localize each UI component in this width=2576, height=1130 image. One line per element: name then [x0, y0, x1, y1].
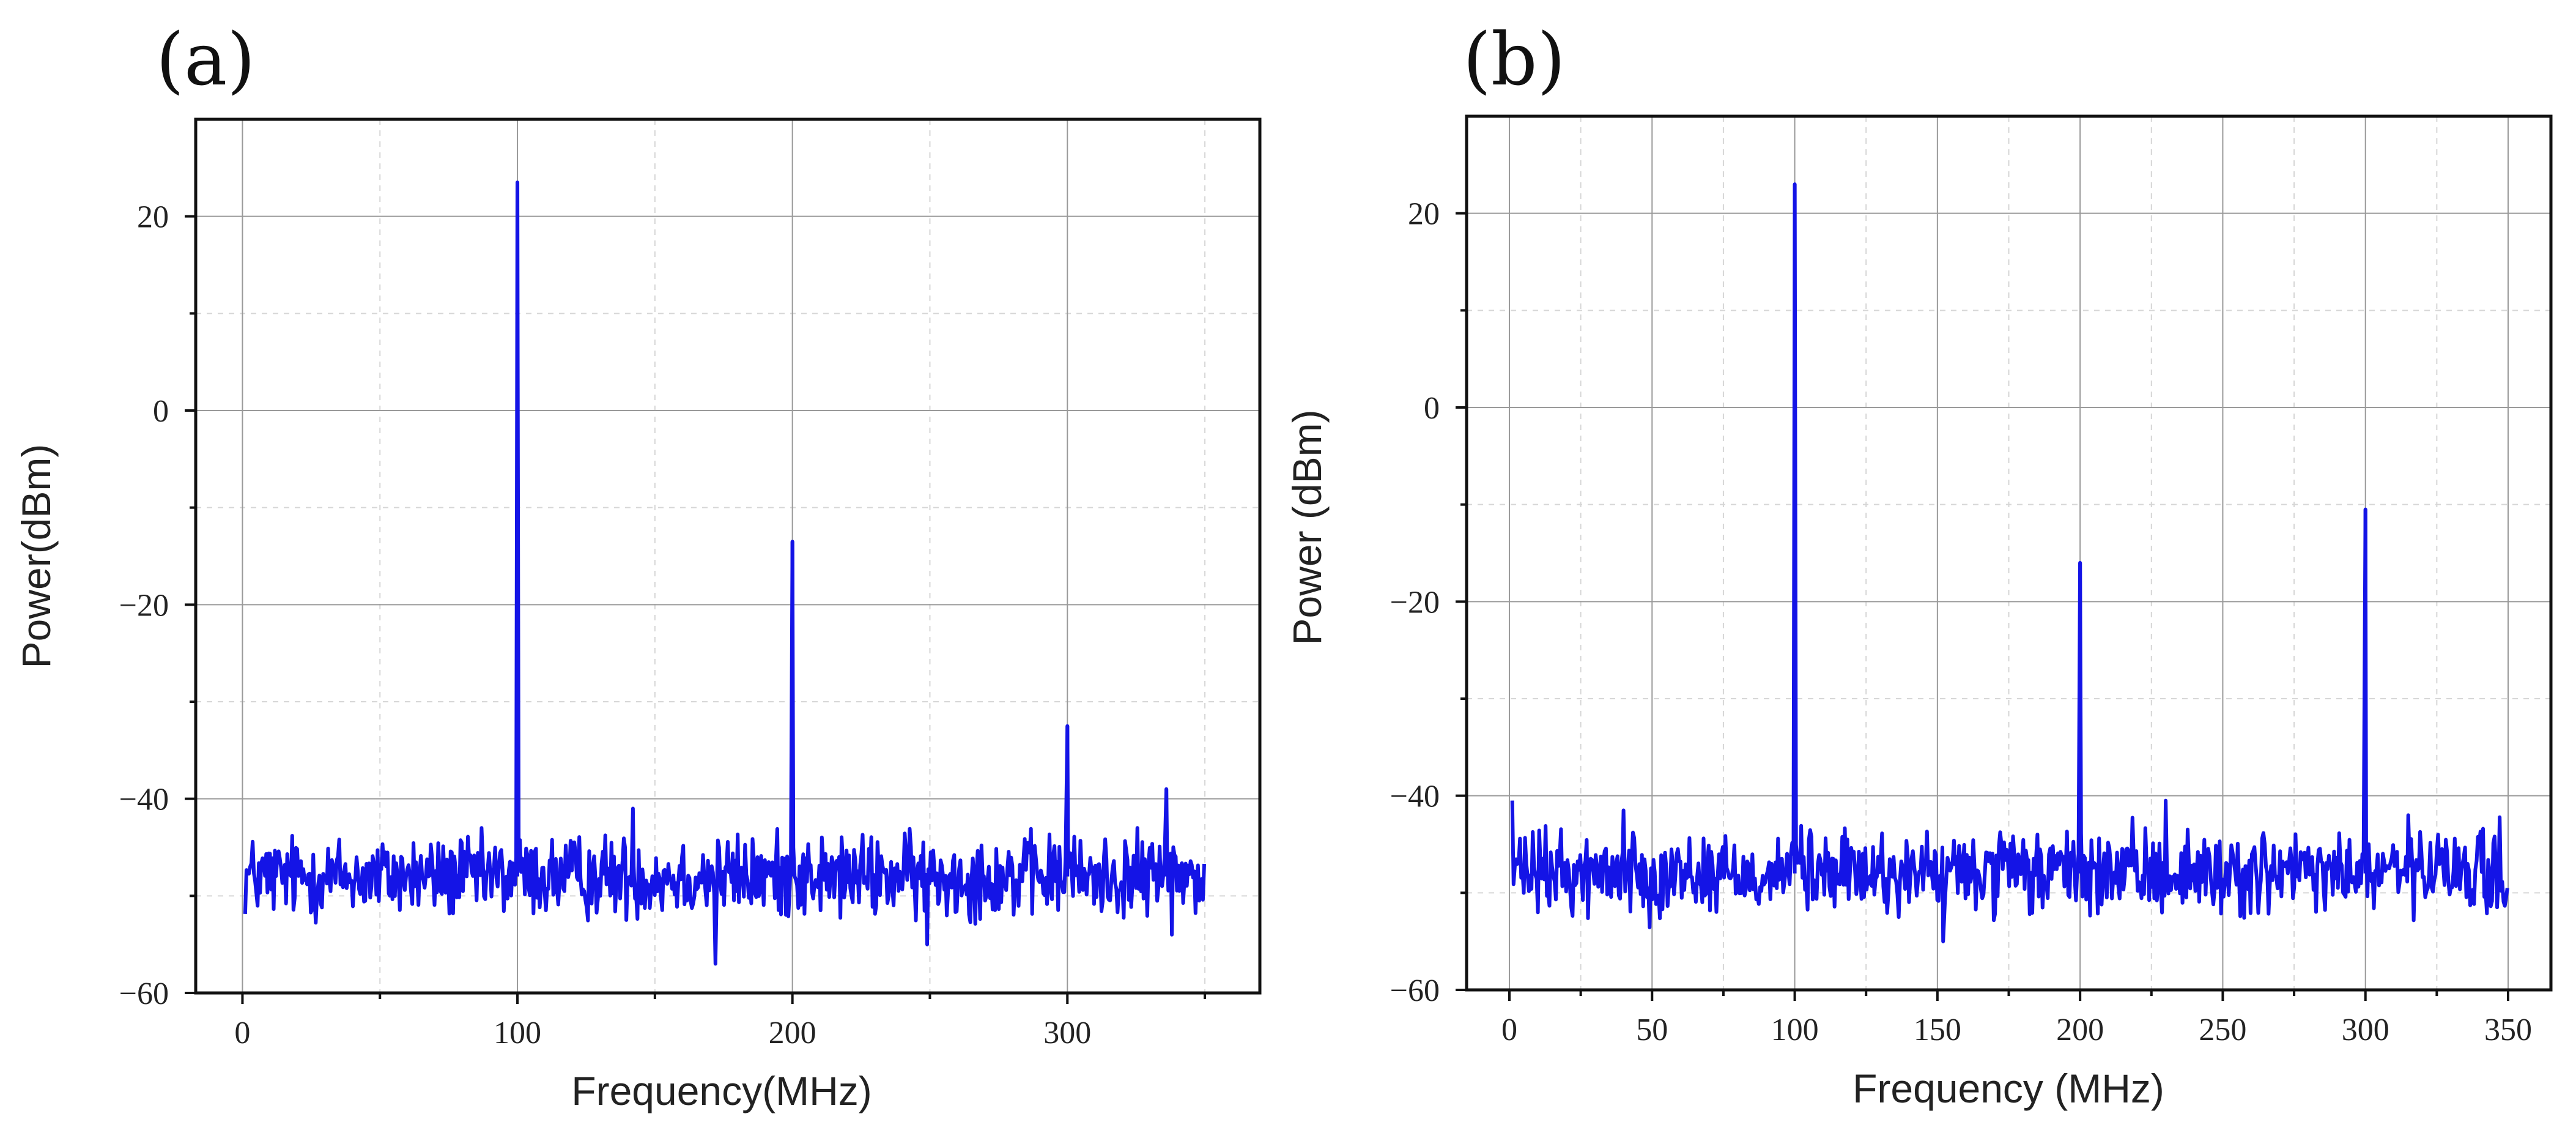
- panel-b-y-axis-title: Power (dBm): [1284, 409, 1330, 645]
- panel-b-x-axis-title: Frequency (MHz): [1852, 1066, 2164, 1111]
- panel-b-x-tick-label-7: 350: [2484, 1013, 2532, 1047]
- panel-b-y-tick-label-2: −20: [1390, 585, 1440, 620]
- panel-a-x-axis-title: Frequency(MHz): [571, 1068, 872, 1113]
- panel-b-y-tick-label-3: −40: [1390, 779, 1440, 814]
- panel-b-x-tick-label-4: 200: [2056, 1013, 2104, 1047]
- panel-a-x-tick-label-0: 0: [234, 1016, 250, 1050]
- panel-b-y-tick-label-0: 20: [1408, 197, 1440, 232]
- panel-a-grid: [196, 119, 1260, 993]
- panel-a-y-tick-label-0: 20: [137, 200, 169, 235]
- panel-b-x-tick-label-1: 50: [1636, 1013, 1668, 1047]
- panel-b-x-tick-label-5: 250: [2199, 1013, 2246, 1047]
- panel-a-y-tick-label-3: −40: [119, 782, 169, 817]
- panel-a-series-layer: [243, 180, 1206, 966]
- panel-a-x-tick-label-2: 200: [769, 1016, 816, 1050]
- panel-b-series-layer: [1510, 182, 2509, 943]
- panel-a-y-tick-label-1: 0: [153, 394, 169, 429]
- panel-b-y-tick-label-4: −60: [1390, 973, 1440, 1008]
- panel-b-x-tick-label-6: 300: [2342, 1013, 2389, 1047]
- panel-a-y-tick-label-4: −60: [119, 976, 169, 1011]
- panel-b-series-line: [1510, 182, 2509, 943]
- panel-a-label: (a): [156, 17, 255, 102]
- panel-a-x-tick-label-3: 300: [1043, 1016, 1091, 1050]
- panel-a-x-tick-label-1: 100: [494, 1016, 541, 1050]
- panel-b-label: (b): [1463, 17, 1566, 102]
- panel-a-y-axis-title: Power(dBm): [13, 444, 59, 669]
- panel-a-plot-frame: [194, 117, 1262, 995]
- panel-a-y-tick-label-2: −20: [119, 588, 169, 623]
- panel-a-series-line: [243, 180, 1206, 966]
- panel-b-y-tick-label-1: 0: [1424, 391, 1440, 426]
- panel-b-x-tick-label-0: 0: [1501, 1013, 1517, 1047]
- panel-b-x-tick-label-2: 100: [1771, 1013, 1819, 1047]
- panel-b-x-tick-label-3: 150: [1914, 1013, 1961, 1047]
